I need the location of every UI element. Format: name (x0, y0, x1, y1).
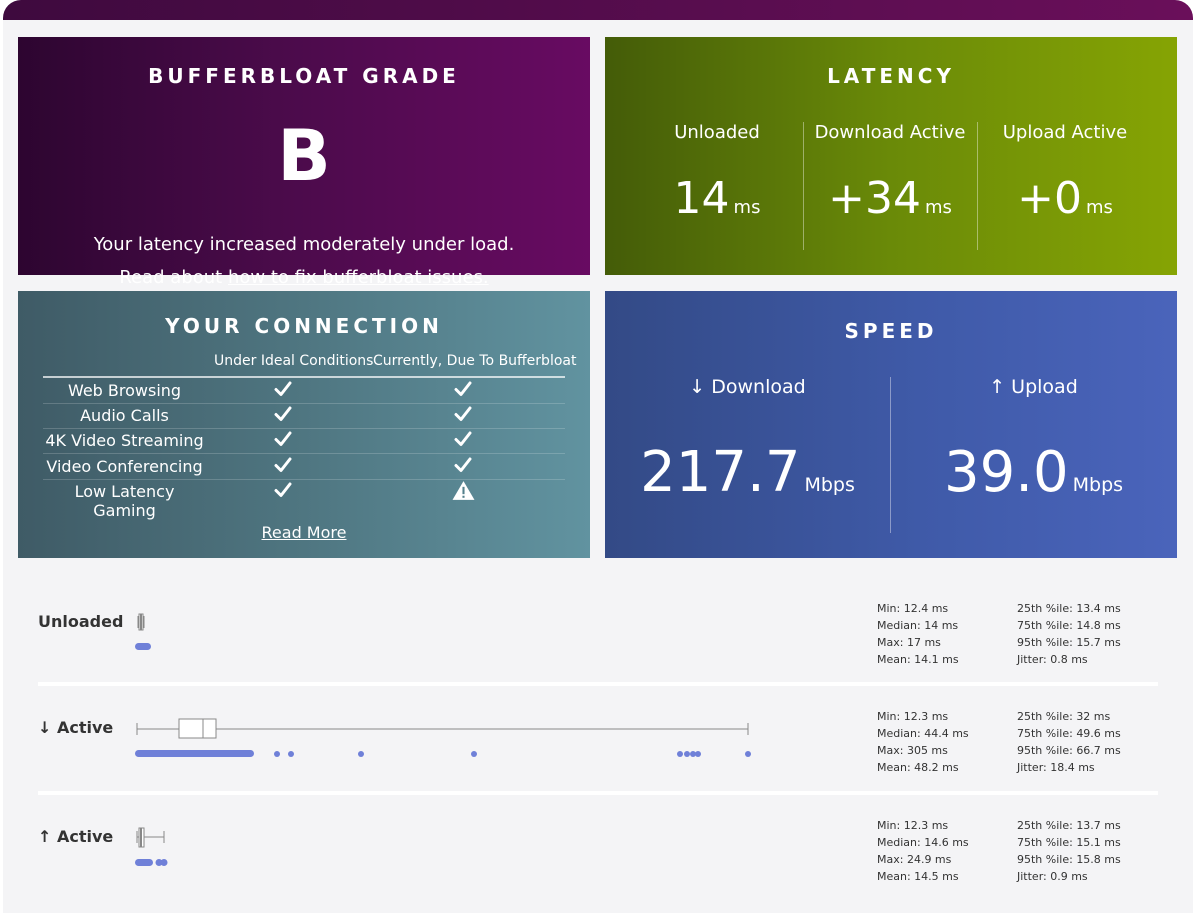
stats-column-left: Min: 12.3 ms Median: 14.6 ms Max: 24.9 ms M… (877, 819, 969, 883)
check-icon (443, 404, 483, 428)
fix-bufferbloat-link[interactable]: how to fix bufferbloat issues. (227, 267, 489, 288)
bufferbloat-grade-card: BUFFERBLOAT GRADE B Your latency increas… (18, 37, 590, 288)
stats-column-right: 25th %ile: 13.4 ms 75th %ile: 14.8 ms 95th… (1017, 602, 1121, 666)
check-icon (443, 455, 483, 479)
download-active-distribution-plot (135, 718, 751, 757)
check-icon (263, 480, 303, 504)
stats-column-left: Min: 12.4 ms Median: 14 ms Max: 17 ms Mean:… (877, 602, 959, 666)
stats-column-left: Min: 12.3 ms Median: 44.4 ms Max: 305 ms Me… (877, 710, 969, 774)
grade-description: Your latency increased moderately under … (93, 234, 515, 255)
stat-label: Unloaded (38, 612, 124, 631)
speed-card: SPEED ↓ Download 217.7 Mbps ↑ Upload 39.0… (605, 291, 1177, 558)
check-icon (263, 379, 303, 403)
read-more-line: Read More (18, 523, 590, 542)
latency-unloaded: Unloaded 14 ms (631, 122, 803, 250)
check-icon (263, 404, 303, 428)
grade-read-line: Read about how to fix bufferbloat issues… (18, 267, 590, 288)
stats-column-right: 25th %ile: 13.7 ms 75th %ile: 15.1 ms 95th… (1017, 819, 1121, 883)
connection-row: Low Latency Gaming (43, 480, 565, 520)
stats-column-right: 25th %ile: 32 ms 75th %ile: 49.6 ms 95th %… (1017, 710, 1121, 774)
check-icon (443, 379, 483, 403)
latency-value: +0 ms (1017, 173, 1113, 224)
latency-value: +34 ms (828, 173, 952, 224)
stats-upload-active: ↑ Active Min: 12.3 ms Median: 14.6 ms Max:… (38, 817, 1158, 897)
stat-label: ↓ Active (38, 718, 114, 737)
header-divider (43, 376, 565, 378)
connection-title: YOUR CONNECTION (165, 314, 443, 338)
latency-divider (977, 122, 978, 250)
speed-title: SPEED (844, 319, 938, 343)
upload-active-distribution-plot (135, 827, 168, 866)
latency-upload-active: Upload Active +0 ms (979, 122, 1151, 250)
latency-title: LATENCY (827, 64, 955, 88)
upload-value: 39.0 Mbps (943, 440, 1124, 505)
latency-label: Upload Active (1002, 122, 1128, 143)
unloaded-distribution-plot (135, 613, 151, 650)
latency-value: 14 ms (673, 173, 761, 224)
use-case-name: Audio Calls (80, 406, 169, 425)
stat-label: ↑ Active (38, 827, 114, 846)
latency-label: Download Active (814, 122, 966, 143)
use-case-name: Low Latency Gaming (74, 482, 175, 520)
download-label: ↓ Download (689, 376, 806, 398)
download-value: 217.7 Mbps (640, 440, 855, 505)
download-speed: ↓ Download 217.7 Mbps (605, 376, 890, 505)
check-icon (263, 429, 303, 453)
top-banner (3, 0, 1193, 20)
your-connection-card: YOUR CONNECTION Under Ideal Conditions C… (18, 291, 590, 558)
row-separator (38, 791, 1158, 795)
read-more-link[interactable]: Read More (261, 523, 347, 542)
row-separator (38, 682, 1158, 686)
check-icon (263, 455, 303, 479)
use-case-name: Web Browsing (67, 381, 182, 400)
current-conditions-header: Currently, Due To Bufferbloat (373, 353, 577, 369)
check-icon (443, 429, 483, 453)
latency-card: LATENCY Unloaded 14 ms Download Active +3… (605, 37, 1177, 275)
grade-title: BUFFERBLOAT GRADE (148, 64, 460, 88)
ideal-conditions-header: Under Ideal Conditions (214, 353, 374, 369)
grade-read-prefix: Read about (119, 267, 228, 288)
grade-letter: B (277, 115, 331, 197)
connection-row: 4K Video Streaming (43, 429, 565, 454)
upload-label: ↑ Upload (989, 376, 1078, 398)
speed-divider (890, 377, 891, 533)
connection-row: Web Browsing (43, 379, 565, 404)
upload-speed: ↑ Upload 39.0 Mbps (891, 376, 1176, 505)
connection-row: Audio Calls (43, 404, 565, 429)
latency-divider (803, 122, 804, 250)
use-case-name: 4K Video Streaming (45, 431, 204, 450)
use-case-name: Video Conferencing (46, 457, 203, 476)
stats-download-active: ↓ Active Min: 12.3 ms Median: 44.4 ms Max:… (38, 708, 1158, 788)
connection-row: Video Conferencing (43, 455, 565, 480)
warning-icon (443, 480, 483, 505)
latency-download-active: Download Active +34 ms (804, 122, 976, 250)
latency-label: Unloaded (674, 122, 760, 143)
stats-unloaded: Unloaded Min: 12.4 ms Median: 14 ms Max: 1… (38, 600, 1158, 680)
